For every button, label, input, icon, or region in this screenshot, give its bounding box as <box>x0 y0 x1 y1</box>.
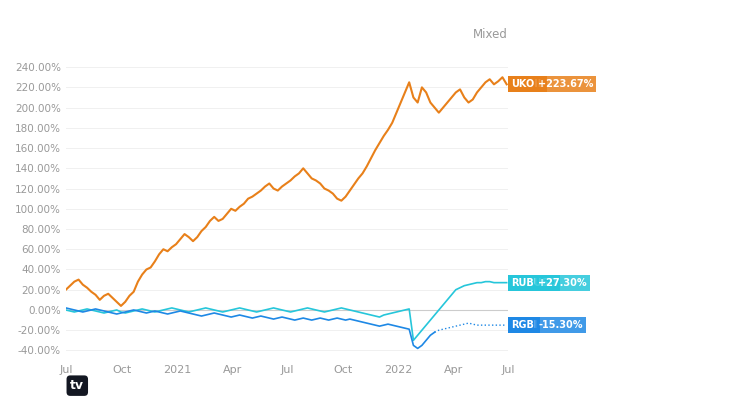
Text: +223.67%: +223.67% <box>538 79 593 89</box>
Text: RUBUSD: RUBUSD <box>511 277 556 287</box>
Text: tv: tv <box>70 379 84 392</box>
Text: +27.30%: +27.30% <box>538 277 587 287</box>
Text: RGBI: RGBI <box>511 320 538 330</box>
Text: UKOIL: UKOIL <box>511 79 544 89</box>
Text: Mixed: Mixed <box>473 27 508 41</box>
Text: -15.30%: -15.30% <box>538 320 583 330</box>
